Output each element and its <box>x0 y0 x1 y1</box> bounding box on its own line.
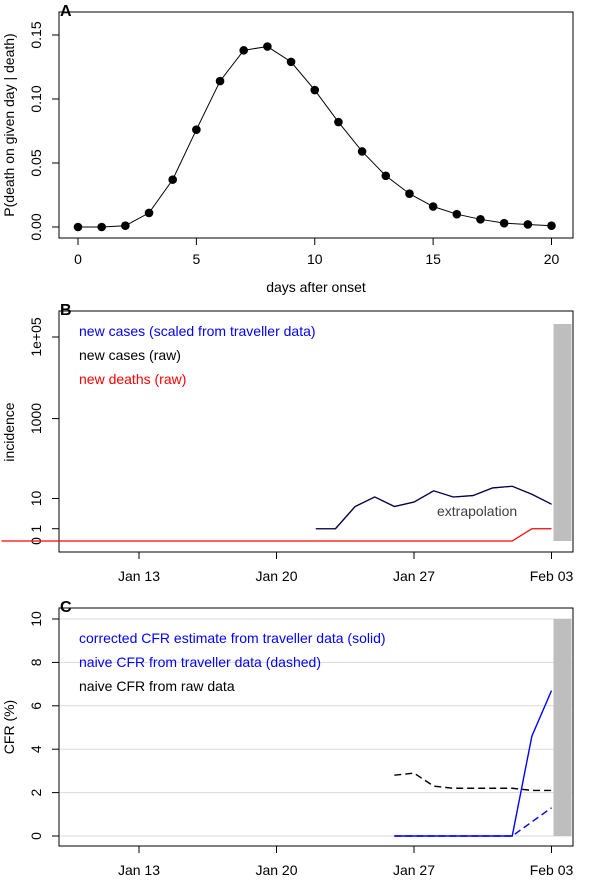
panel-c-y-axis-label: CFR (%) <box>1 700 17 754</box>
panel-b-y-tick-label: 1000 <box>28 403 44 434</box>
panel-a-data-point <box>239 46 249 55</box>
panel-a-frame <box>58 11 574 239</box>
panel-a-data-point <box>547 221 556 231</box>
panel-a-data-point <box>452 209 462 219</box>
panel-a-data-point <box>381 171 391 181</box>
panel-a-data-point <box>428 202 438 211</box>
panel-c-x-tick-label: Jan 13 <box>118 862 160 878</box>
panel-a-data-point <box>73 222 83 232</box>
panel-b-legend-entry: new deaths (raw) <box>79 371 186 387</box>
panel-a-data-point <box>215 76 225 86</box>
panel-c-series-naive-traveller <box>394 807 552 837</box>
panel-b-legend-entry: new cases (scaled from traveller data) <box>79 323 316 339</box>
panel-c-y-tick-label: 10 <box>28 611 44 627</box>
panel-c-y-tick-label: 4 <box>28 745 44 753</box>
panel-c-x-tick-label: Jan 20 <box>255 862 297 878</box>
panel-b-series-deaths-raw <box>1 528 552 542</box>
panel-a-x-tick-label: 15 <box>425 251 441 267</box>
panel-a-y-tick-label: 0.00 <box>28 213 44 240</box>
panel-b-legend-entry: new cases (raw) <box>79 347 181 363</box>
panel-c-letter: C <box>60 599 72 616</box>
panel-a-data-point <box>310 85 320 95</box>
panel-a-data-point <box>121 221 130 231</box>
panel-a-x-axis-label: days after onset <box>266 279 366 295</box>
panel-a-data-point <box>523 220 533 229</box>
panel-c-y-tick-label: 0 <box>28 832 44 840</box>
panel-a-data-point <box>286 57 296 67</box>
panel-b-x-tick-label: Jan 27 <box>393 568 435 584</box>
panel-a-y-tick-label: 0.10 <box>28 85 44 112</box>
panel-a-x-tick-label: 5 <box>192 251 200 267</box>
panel-a-y-axis-label: P(death on given day | death) <box>1 33 17 216</box>
panel-c-extrapolation-region <box>553 619 572 836</box>
panel-a-data-point <box>334 117 343 127</box>
panel-b-x-tick-label: Jan 13 <box>118 568 160 584</box>
panel-a-x-tick-label: 20 <box>544 251 560 267</box>
panel-c-y-tick-label: 2 <box>28 788 44 796</box>
panel-a-data-point <box>192 125 201 135</box>
panel-c-legend-entry: corrected CFR estimate from traveller da… <box>79 630 386 646</box>
panel-b-y-axis-label: incidence <box>1 402 17 461</box>
panel-b-series-cases-raw <box>315 485 552 530</box>
panel-a-data-point <box>263 42 272 51</box>
panel-c-legend-entry: naive CFR from raw data <box>79 678 235 694</box>
panel-b-extrapolation-label: extrapolation <box>437 503 517 519</box>
panel-b-y-tick-label: 10 <box>28 491 44 507</box>
panel-a-data-point <box>357 147 367 156</box>
panel-c-legend-entry: naive CFR from traveller data (dashed) <box>79 654 321 670</box>
panel-a-letter: A <box>60 3 72 20</box>
panel-a-x-tick-label: 10 <box>307 251 323 267</box>
panel-c-x-tick-label: Feb 03 <box>530 862 574 878</box>
panel-a-data-point <box>405 189 414 199</box>
panel-b-x-tick-label: Jan 20 <box>255 568 297 584</box>
panel-a-series-line <box>78 45 552 228</box>
panel-a-y-tick-label: 0.05 <box>28 149 44 176</box>
panel-c-y-tick-label: 6 <box>28 702 44 710</box>
panel-a-data-point <box>168 175 177 184</box>
panel-a-data-point <box>97 222 106 232</box>
panel-b-x-tick-label: Feb 03 <box>530 568 574 584</box>
panel-a-data-point <box>476 215 485 224</box>
panel-b-y-tick-label: 1 <box>28 525 44 533</box>
panel-b-series-cases-scaled <box>316 486 552 530</box>
panel-b-extrapolation-region <box>553 324 572 541</box>
panel-a-data-point <box>499 218 509 228</box>
panel-a-y-tick-label: 0.15 <box>28 21 44 48</box>
panel-a-data-point <box>144 208 154 218</box>
panel-c-y-tick-label: 8 <box>28 658 44 666</box>
panel-c-x-tick-label: Jan 27 <box>393 862 435 878</box>
panel-c-series-naive-raw <box>394 772 552 792</box>
panel-b-y-tick-label: 1e+05 <box>28 317 44 357</box>
panel-c-series-corrected-traveller <box>394 690 553 837</box>
panel-a-x-tick-label: 0 <box>74 251 82 267</box>
panel-b-letter: B <box>60 302 72 319</box>
